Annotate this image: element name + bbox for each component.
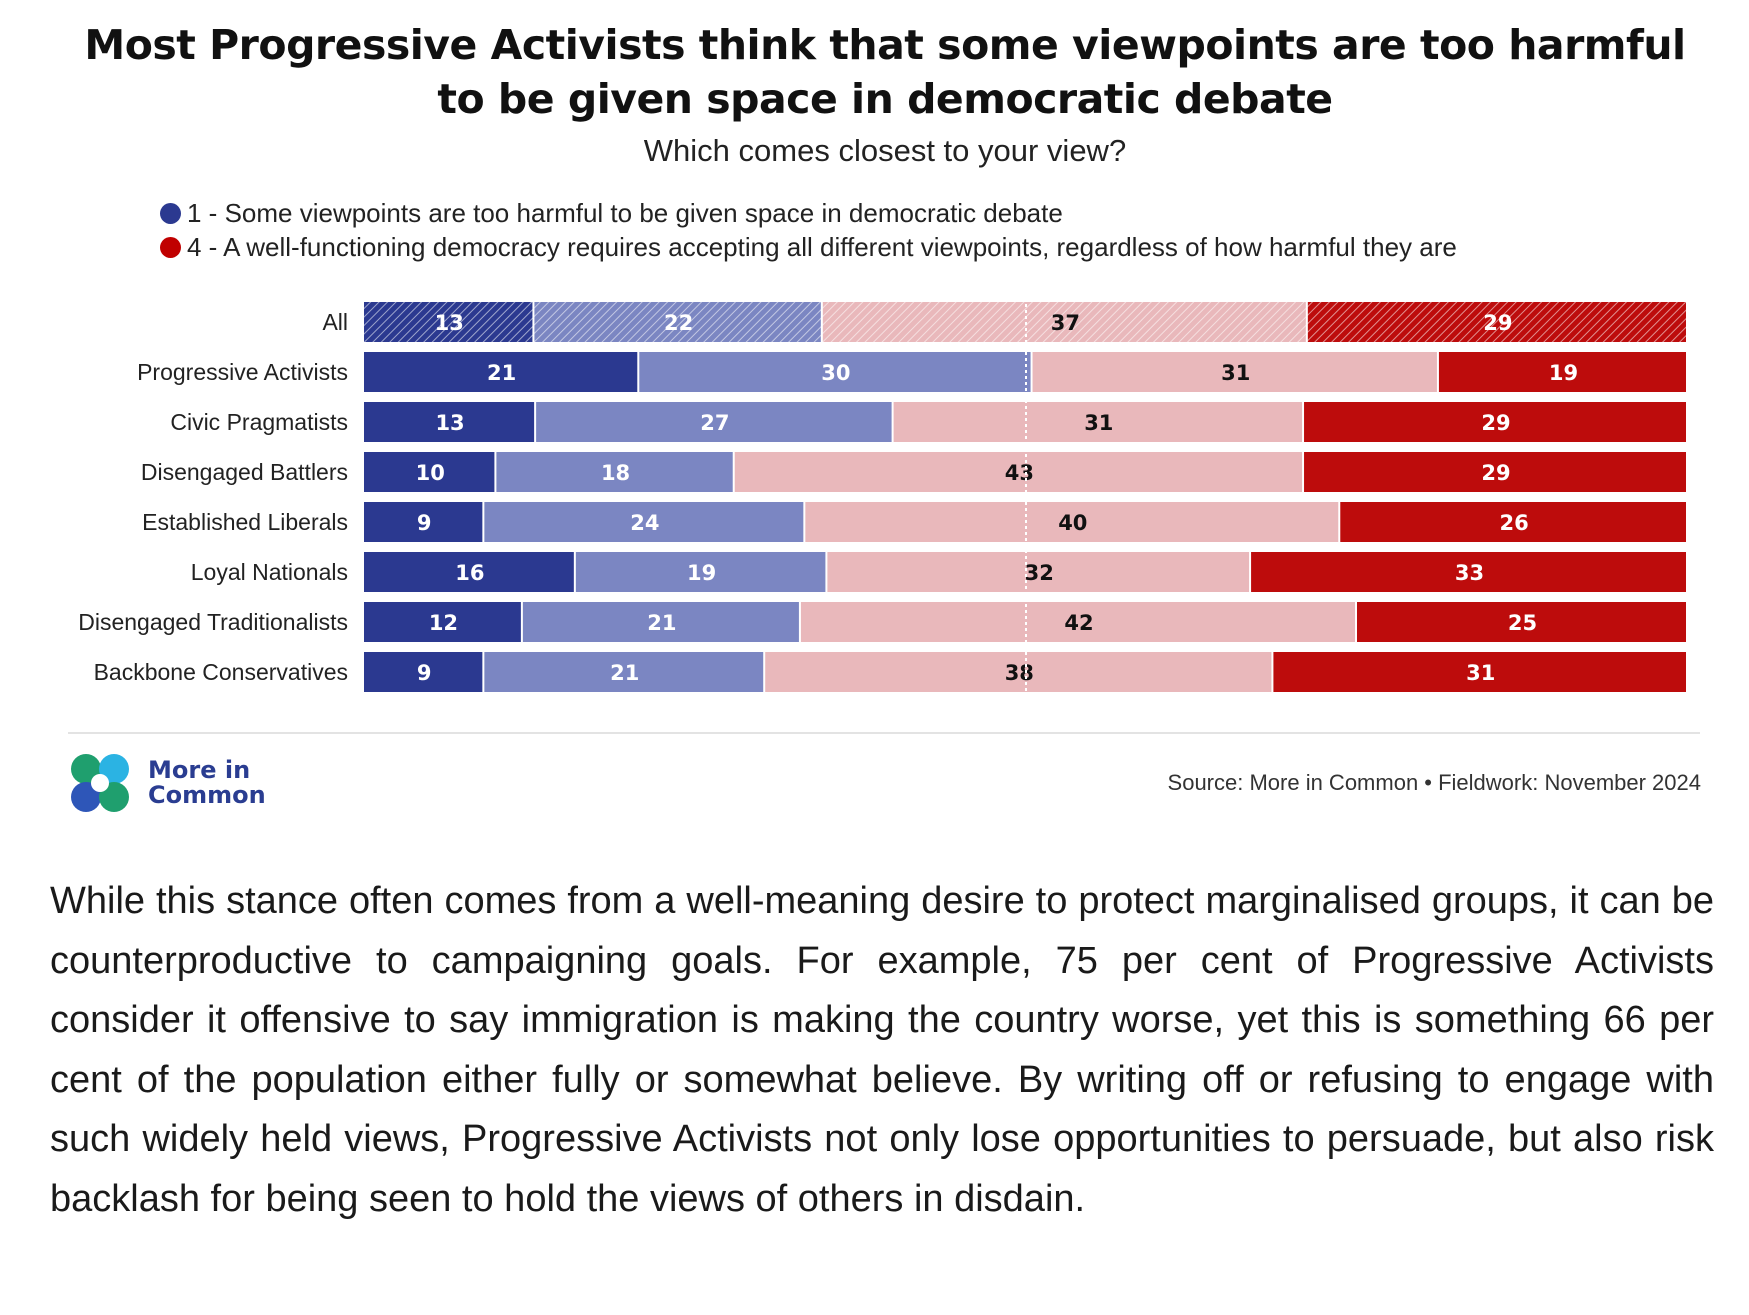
source-note: Source: More in Common • Fieldwork: Nove…	[1167, 770, 1701, 795]
data-label-progressive-activists-2: 31	[1221, 361, 1250, 385]
chart-title: Most Progressive Activists think that so…	[84, 21, 1686, 123]
bar-segment-disengaged-traditionalists-1	[522, 602, 799, 642]
data-label-all-0: 13	[435, 311, 464, 335]
bar-segment-civic-pragmatists-0	[364, 402, 535, 442]
stacked-bar-chart: All 13 22 37 29 Progressive Activists 21 30 31 19…	[78, 298, 1686, 696]
category-label-disengaged-traditionalists: Disengaged Traditionalists	[78, 609, 348, 635]
data-label-loyal-nationals-2: 32	[1025, 561, 1054, 585]
bar-segment-established-liberals-1	[484, 502, 804, 542]
body-paragraph: While this stance often comes from a wel…	[50, 880, 1714, 1220]
category-label-disengaged-battlers: Disengaged Battlers	[141, 459, 348, 485]
category-label-all: All	[322, 309, 348, 335]
logo-text-line-1: More in	[148, 756, 251, 784]
data-label-disengaged-traditionalists-2: 42	[1064, 611, 1093, 635]
data-label-disengaged-battlers-2: 43	[1005, 461, 1034, 485]
bar-segment-civic-pragmatists-2	[893, 402, 1303, 442]
data-label-civic-pragmatists-2: 31	[1084, 411, 1113, 435]
legend-label-harmful: 1 - Some viewpoints are too harmful to b…	[187, 197, 1063, 228]
bar-segment-established-liberals-3	[1340, 502, 1686, 542]
data-label-loyal-nationals-3: 33	[1455, 561, 1484, 585]
data-label-backbone-conservatives-3: 31	[1466, 661, 1495, 685]
bar-segment-disengaged-battlers-1	[496, 452, 733, 492]
data-label-established-liberals-0: 9	[417, 511, 432, 535]
data-label-progressive-activists-1: 30	[821, 361, 850, 385]
data-label-disengaged-traditionalists-1: 21	[647, 611, 676, 635]
data-label-disengaged-battlers-3: 29	[1481, 461, 1510, 485]
data-label-civic-pragmatists-1: 27	[700, 411, 729, 435]
logo-text-line-2: Common	[148, 781, 266, 809]
data-label-backbone-conservatives-1: 21	[610, 661, 639, 685]
data-label-disengaged-battlers-1: 18	[601, 461, 630, 485]
legend-dot-red	[160, 236, 181, 258]
data-label-disengaged-traditionalists-0: 12	[429, 611, 458, 635]
bar-segment-disengaged-battlers-3	[1304, 452, 1686, 492]
data-label-progressive-activists-3: 19	[1549, 361, 1578, 385]
data-label-all-3: 29	[1483, 311, 1512, 335]
data-label-all-2: 37	[1051, 311, 1080, 335]
bar-segment-civic-pragmatists-1	[536, 402, 892, 442]
more-in-common-logo: More in Common	[68, 752, 266, 814]
bar-segment-disengaged-traditionalists-2	[800, 602, 1355, 642]
category-label-loyal-nationals: Loyal Nationals	[191, 559, 348, 585]
data-label-backbone-conservatives-2: 38	[1005, 661, 1034, 685]
bar-segment-progressive-activists-0	[364, 352, 638, 392]
bar-segment-loyal-nationals-0	[364, 552, 574, 592]
bar-segment-disengaged-battlers-0	[364, 452, 495, 492]
bar-segment-backbone-conservatives-3	[1273, 652, 1686, 692]
bar-segment-loyal-nationals-3	[1251, 552, 1686, 592]
bar-segment-disengaged-traditionalists-0	[364, 602, 521, 642]
category-label-backbone-conservatives: Backbone Conservatives	[94, 659, 348, 685]
legend-item-harmful: 1 - Some viewpoints are too harmful to b…	[160, 196, 1457, 230]
bar-segment-disengaged-battlers-2	[734, 452, 1303, 492]
logo-text: More in Common	[148, 758, 266, 808]
bar-segment-backbone-conservatives-2	[765, 652, 1272, 692]
category-label-civic-pragmatists: Civic Pragmatists	[170, 409, 348, 435]
logo-icon	[71, 754, 129, 812]
data-label-civic-pragmatists-3: 29	[1481, 411, 1510, 435]
data-label-established-liberals-3: 26	[1500, 511, 1529, 535]
legend: 1 - Some viewpoints are too harmful to b…	[160, 196, 1457, 264]
bar-segment-civic-pragmatists-3	[1304, 402, 1686, 442]
data-label-progressive-activists-0: 21	[487, 361, 516, 385]
category-label-established-liberals: Established Liberals	[142, 509, 348, 535]
bar-segment-loyal-nationals-1	[575, 552, 826, 592]
data-label-disengaged-traditionalists-3: 25	[1508, 611, 1537, 635]
data-label-loyal-nationals-0: 16	[455, 561, 484, 585]
bar-segment-all-0	[364, 302, 533, 342]
chart-subtitle: Which comes closest to your view?	[643, 133, 1127, 168]
bar-segment-progressive-activists-3	[1438, 352, 1686, 392]
data-label-disengaged-battlers-0: 10	[416, 461, 445, 485]
bar-segment-established-liberals-2	[805, 502, 1339, 542]
bar-segment-all-2	[822, 302, 1306, 342]
footer-divider	[68, 732, 1700, 734]
data-label-backbone-conservatives-0: 9	[417, 661, 432, 685]
legend-item-accept: 4 - A well-functioning democracy require…	[160, 230, 1457, 264]
legend-dot-blue	[160, 202, 181, 224]
data-label-loyal-nationals-1: 19	[687, 561, 716, 585]
data-label-established-liberals-2: 40	[1058, 511, 1087, 535]
legend-label-accept: 4 - A well-functioning democracy require…	[187, 231, 1457, 262]
bar-segment-progressive-activists-1	[639, 352, 1031, 392]
bar-segment-loyal-nationals-2	[827, 552, 1250, 592]
bar-segment-backbone-conservatives-1	[484, 652, 764, 692]
bar-segment-established-liberals-0	[364, 502, 483, 542]
data-label-established-liberals-1: 24	[630, 511, 659, 535]
bar-segment-disengaged-traditionalists-3	[1357, 602, 1686, 642]
bar-segment-all-1	[534, 302, 821, 342]
bar-segment-progressive-activists-2	[1032, 352, 1437, 392]
data-label-civic-pragmatists-0: 13	[435, 411, 464, 435]
bar-segment-backbone-conservatives-0	[364, 652, 483, 692]
category-label-progressive-activists: Progressive Activists	[137, 359, 348, 385]
data-label-all-1: 22	[664, 311, 693, 335]
bar-segment-all-3	[1307, 302, 1686, 342]
